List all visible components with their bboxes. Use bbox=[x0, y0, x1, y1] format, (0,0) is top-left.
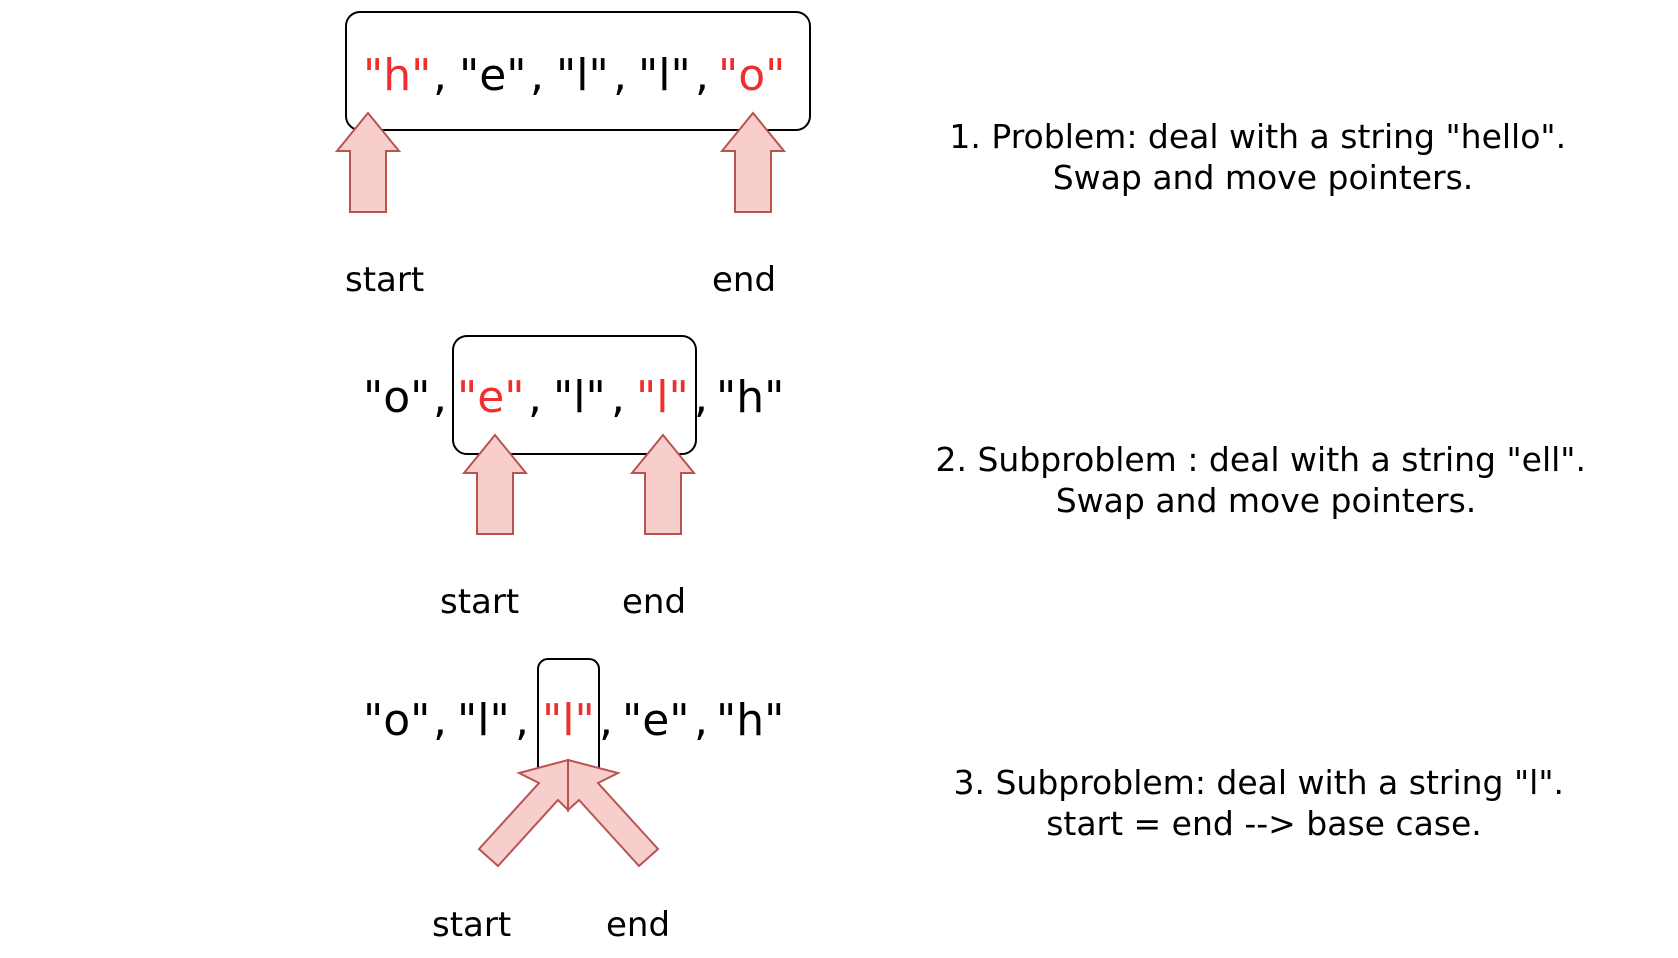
token: , bbox=[433, 50, 461, 101]
subproblem-box-1 bbox=[345, 11, 811, 131]
token: "h" bbox=[363, 50, 431, 101]
caption-line: 2. Subproblem : deal with a string "ell"… bbox=[936, 440, 1586, 479]
step-1: "h" , "e" , "l" , "l" , "o" start end 1.… bbox=[334, 11, 1576, 300]
start-label: start bbox=[440, 582, 519, 622]
token: , bbox=[694, 372, 722, 423]
subproblem-box-2 bbox=[452, 335, 697, 455]
token: "l" bbox=[556, 50, 609, 101]
token: , bbox=[611, 372, 639, 423]
token: "l" bbox=[636, 372, 689, 423]
array-row-3: "o" , "l" , "l" , "e" , "h" bbox=[363, 695, 784, 746]
token: , bbox=[515, 695, 543, 746]
token: , bbox=[599, 695, 627, 746]
token: "l" bbox=[542, 695, 595, 746]
start-label: start bbox=[345, 260, 424, 300]
token: , bbox=[613, 50, 641, 101]
step-1-caption: 1. Problem: deal with a string "hello". … bbox=[949, 117, 1576, 197]
end-pointer-arrow bbox=[629, 433, 697, 535]
array-row-2: "o" , "e" , "l" , "l" , "h" bbox=[363, 372, 784, 423]
token: "l" bbox=[553, 372, 606, 423]
token: "e" bbox=[459, 50, 527, 101]
token: "l" bbox=[457, 695, 510, 746]
token: "l" bbox=[638, 50, 691, 101]
end-pointer-arrow bbox=[719, 111, 787, 213]
token: , bbox=[694, 695, 722, 746]
caption-line: 1. Problem: deal with a string "hello". bbox=[949, 117, 1566, 156]
array-row-1: "h" , "e" , "l" , "l" , "o" bbox=[363, 50, 785, 101]
token: , bbox=[433, 695, 461, 746]
caption-line: 3. Subproblem: deal with a string "l". bbox=[953, 763, 1564, 802]
end-label: end bbox=[712, 260, 776, 300]
end-label: end bbox=[606, 905, 670, 945]
caption-line: start = end --> base case. bbox=[1046, 804, 1482, 843]
start-pointer-arrow bbox=[334, 111, 402, 213]
start-pointer-arrow bbox=[477, 758, 569, 868]
token: "o" bbox=[363, 372, 430, 423]
step-2: "o" , "e" , "l" , "l" , "h" start end 2.… bbox=[363, 335, 1597, 622]
token: , bbox=[433, 372, 461, 423]
start-label: start bbox=[432, 905, 511, 945]
token: "o" bbox=[363, 695, 430, 746]
token: , bbox=[695, 50, 723, 101]
token: , bbox=[530, 50, 558, 101]
token: "h" bbox=[716, 372, 784, 423]
token: , bbox=[528, 372, 556, 423]
token: "e" bbox=[622, 695, 690, 746]
caption-line: Swap and move pointers. bbox=[1053, 158, 1474, 197]
step-2-caption: 2. Subproblem : deal with a string "ell"… bbox=[936, 440, 1597, 520]
step-3: "o" , "l" , "l" , "e" , "h" start end 3.… bbox=[363, 658, 1574, 945]
end-label: end bbox=[622, 582, 686, 622]
token: "o" bbox=[718, 50, 785, 101]
token: "e" bbox=[457, 372, 525, 423]
caption-line: Swap and move pointers. bbox=[1056, 481, 1477, 520]
end-pointer-arrow bbox=[567, 758, 660, 868]
token: "h" bbox=[716, 695, 784, 746]
step-3-caption: 3. Subproblem: deal with a string "l". s… bbox=[953, 763, 1574, 843]
start-pointer-arrow bbox=[461, 433, 529, 535]
